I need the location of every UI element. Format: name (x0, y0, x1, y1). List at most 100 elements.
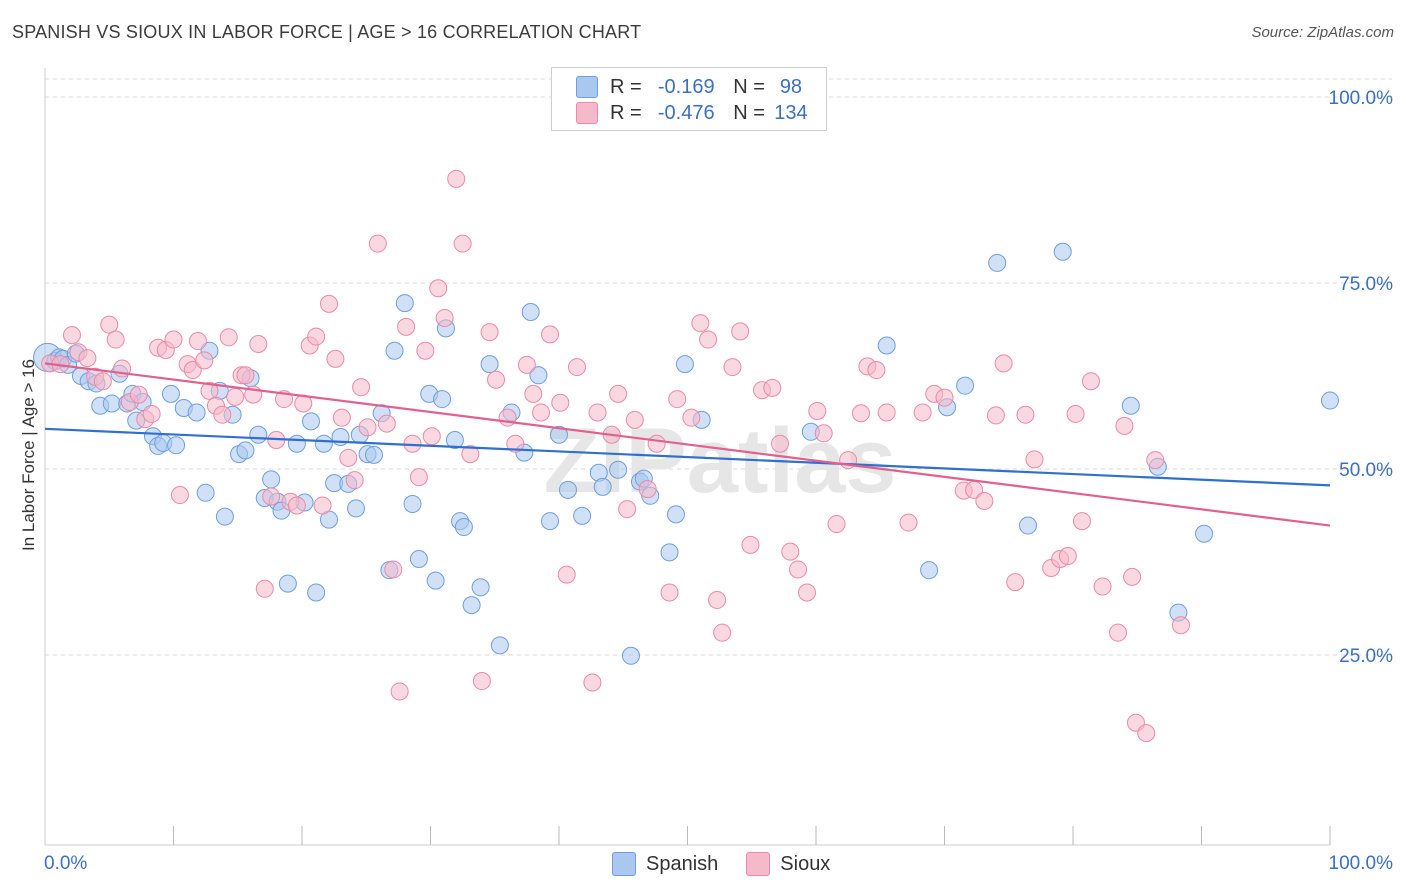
y-axis-label: In Labor Force | Age > 16 (19, 359, 38, 551)
sioux-legend-label: Sioux (780, 852, 831, 875)
sioux-point (195, 351, 214, 370)
sioux-point (1171, 616, 1190, 635)
sioux-point (1025, 450, 1044, 469)
sioux-point (1006, 573, 1025, 592)
spanish-point (161, 384, 180, 403)
legend-item-spanish[interactable]: Spanish (612, 852, 718, 876)
sioux-point (798, 583, 817, 602)
sioux-point (480, 323, 499, 342)
sioux-point (583, 673, 602, 692)
sioux-n-value: 134 (774, 101, 808, 124)
spanish-point (490, 636, 509, 655)
spanish-point (278, 574, 297, 593)
sioux-point (62, 326, 81, 345)
sioux-point (313, 496, 332, 515)
sioux-point (358, 418, 377, 437)
sioux-point (741, 535, 760, 554)
sioux-point (384, 560, 403, 579)
legend-row-spanish: R = -0.169 N = 98 (576, 75, 817, 99)
sioux-point (691, 314, 710, 333)
spanish-point (1053, 242, 1072, 261)
sioux-point (409, 468, 428, 487)
spanish-point (301, 412, 320, 431)
sioux-point (262, 487, 281, 506)
sioux-point (1072, 512, 1091, 531)
y-tick-label: 50.0% (1339, 460, 1393, 481)
legend-row-sioux: R = -0.476 N = 134 (576, 101, 817, 125)
sioux-point (532, 403, 551, 422)
sioux-point (129, 385, 148, 404)
sioux-point (899, 513, 918, 532)
spanish-point (445, 430, 464, 449)
chart-title: SPANISH VS SIOUX IN LABOR FORCE | AGE > … (12, 22, 642, 42)
sioux-point (200, 381, 219, 400)
sioux-point (287, 496, 306, 515)
spanish-point (660, 543, 679, 562)
spanish-point (385, 341, 404, 360)
sioux-point (429, 279, 448, 298)
legend-item-sioux[interactable]: Sioux (746, 852, 830, 876)
sioux-point (1093, 577, 1112, 596)
sioux-trend-line (44, 362, 1331, 527)
sioux-point (660, 583, 679, 602)
sioux-point (524, 384, 543, 403)
sioux-point (461, 445, 480, 464)
sioux-point (397, 317, 416, 336)
sioux-point (1016, 405, 1035, 424)
sioux-point (731, 322, 750, 341)
y-tick-label: 100.0% (1329, 88, 1394, 109)
sioux-point (183, 361, 202, 380)
sioux-point (713, 623, 732, 642)
sioux-point (422, 427, 441, 446)
sioux-swatch (576, 102, 598, 124)
spanish-point (550, 425, 568, 444)
sioux-point (771, 434, 790, 453)
sioux-point (1108, 623, 1127, 642)
source-note: Source: ZipAtlas.com (1251, 24, 1394, 41)
sioux-point (339, 448, 358, 467)
y-tick-label: 25.0% (1339, 646, 1393, 667)
sioux-point (377, 414, 396, 433)
spanish-point (920, 561, 939, 580)
sioux-point (170, 486, 189, 505)
sioux-point (472, 672, 491, 691)
spanish-point (1195, 524, 1214, 543)
spanish-point (609, 460, 628, 479)
sioux-point (867, 361, 886, 380)
sioux-point (814, 424, 833, 443)
sioux-r-label: R = (610, 101, 642, 124)
spanish-point (956, 376, 975, 395)
sioux-point (647, 434, 666, 453)
sioux-point (913, 403, 932, 422)
sioux-point (345, 471, 364, 490)
spanish-point (593, 477, 612, 496)
sioux-point (609, 384, 628, 403)
spanish-point (480, 355, 499, 374)
spanish-point (521, 303, 540, 322)
spanish-point (187, 403, 206, 422)
spanish-point (573, 506, 592, 525)
sioux-point (506, 434, 525, 453)
sioux-point (1058, 547, 1077, 566)
sioux-point (352, 378, 371, 397)
sioux-point (326, 349, 345, 368)
sioux-point (307, 327, 326, 346)
sioux-point (1081, 372, 1100, 391)
x-tick-label: 100.0% (1329, 853, 1394, 874)
sioux-point (1137, 724, 1156, 743)
sioux-point (78, 349, 97, 368)
spanish-point (403, 494, 422, 513)
sioux-point (435, 308, 454, 327)
sioux-point (551, 393, 570, 412)
spanish-point (249, 425, 268, 444)
sioux-point (213, 405, 232, 424)
sioux-point (319, 294, 338, 313)
sioux-point (625, 410, 644, 429)
spanish-trend-line (44, 427, 1331, 487)
spanish-point (215, 507, 234, 526)
spanish-point (558, 480, 577, 499)
spanish-point (426, 571, 445, 590)
spanish-n-value: 98 (779, 75, 803, 98)
spanish-point (262, 470, 281, 489)
